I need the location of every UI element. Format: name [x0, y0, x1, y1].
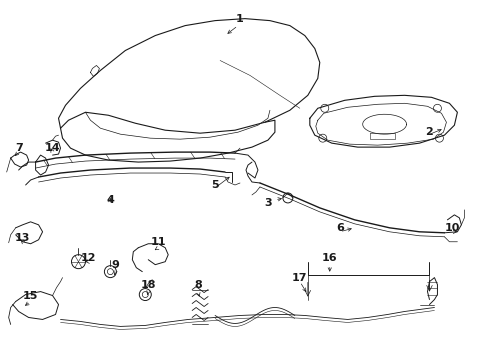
Text: 1: 1 [236, 14, 244, 24]
Text: 13: 13 [15, 233, 30, 243]
Text: 9: 9 [111, 260, 119, 270]
Text: 16: 16 [321, 253, 337, 263]
Text: 10: 10 [444, 223, 459, 233]
Text: 14: 14 [44, 143, 60, 153]
Text: 5: 5 [211, 180, 219, 190]
Text: 18: 18 [140, 280, 156, 289]
Text: 8: 8 [194, 280, 202, 289]
Text: 3: 3 [264, 198, 271, 208]
Text: 15: 15 [23, 291, 38, 301]
Text: 4: 4 [106, 195, 114, 205]
Text: 12: 12 [81, 253, 96, 263]
Text: 11: 11 [150, 237, 165, 247]
Text: 6: 6 [335, 223, 343, 233]
Text: 2: 2 [425, 127, 432, 137]
Text: 17: 17 [291, 273, 307, 283]
Text: 7: 7 [15, 143, 22, 153]
